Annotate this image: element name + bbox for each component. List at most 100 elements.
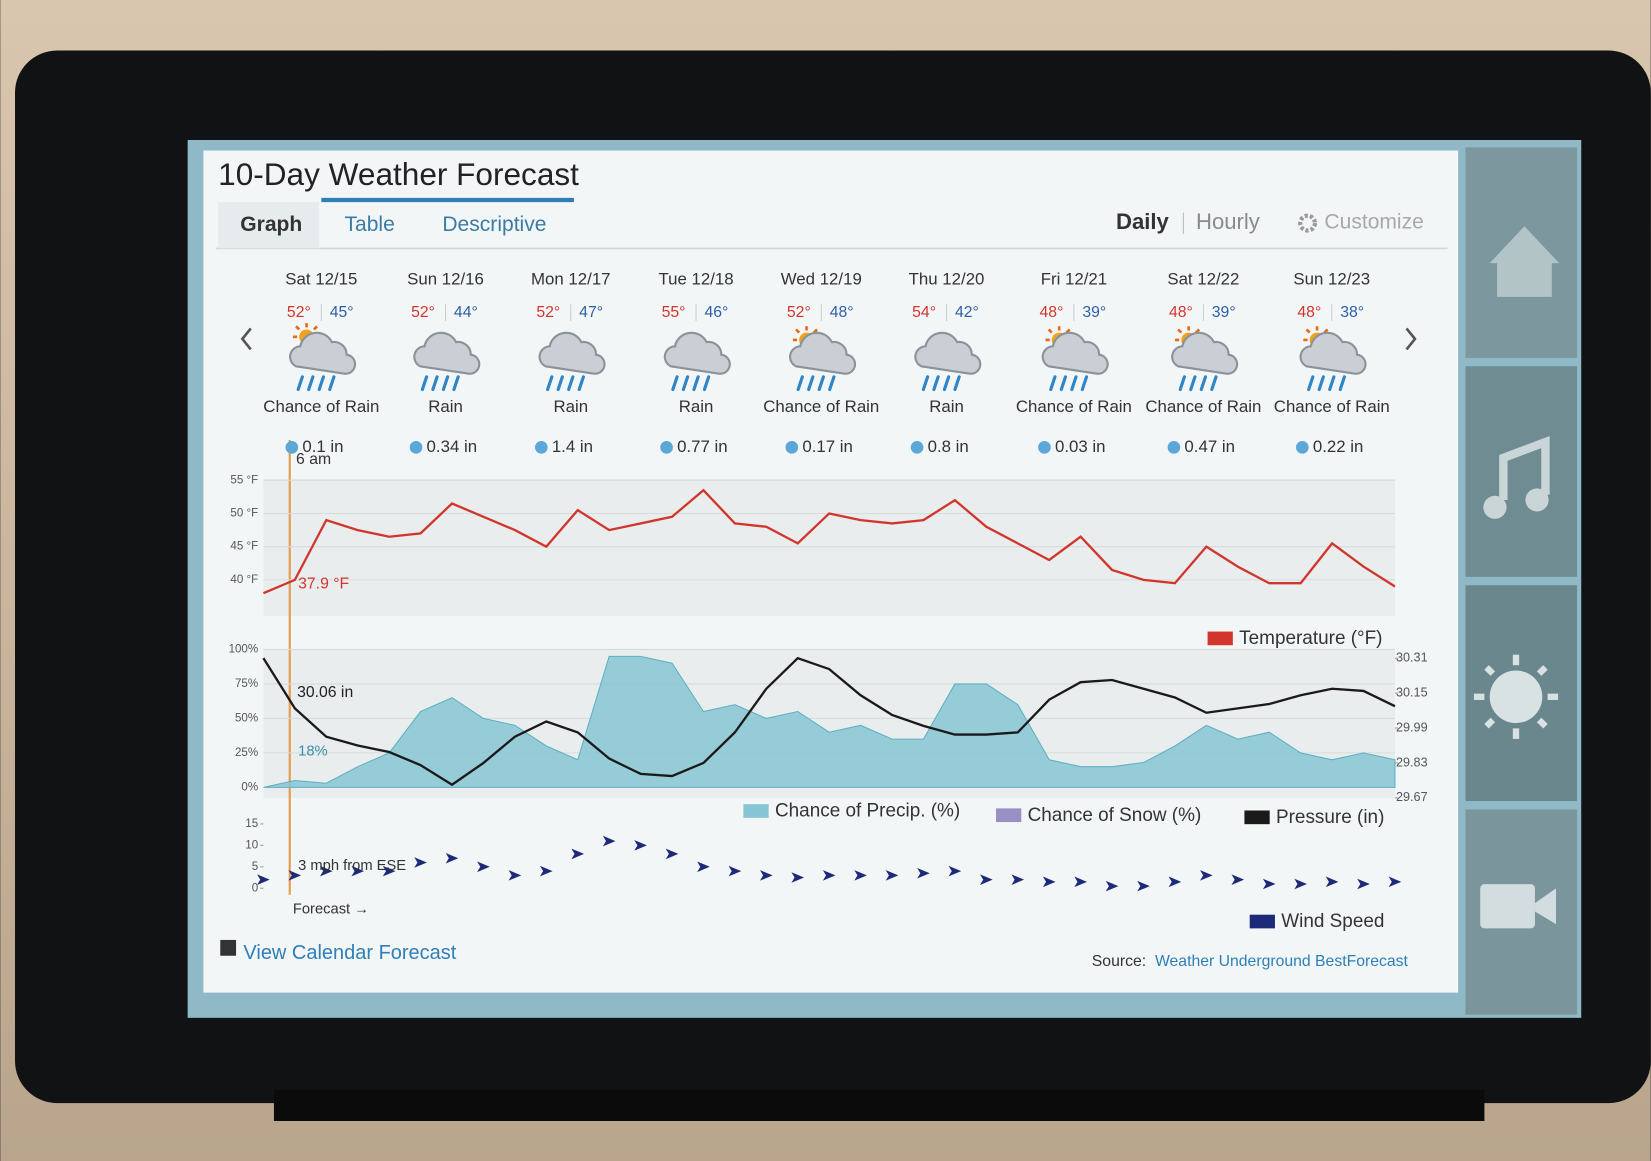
y2-tick-label: 30.31: [1396, 651, 1428, 665]
page-title: 10-Day Weather Forecast: [218, 156, 579, 192]
precip-icon: [785, 441, 799, 454]
pressure-line: [262, 656, 1396, 787]
precip-icon: [1038, 441, 1051, 454]
day-high: 54°: [912, 304, 936, 321]
home-icon: [1489, 226, 1560, 297]
y-tick-label: 55 °F: [230, 474, 258, 486]
wind-arrow: [288, 870, 302, 881]
day-precip: 0.34 in: [427, 437, 478, 456]
tab[interactable]: Graph: [240, 213, 302, 236]
wind-arrow: [1262, 878, 1276, 890]
tab[interactable]: Table: [344, 213, 394, 236]
sidebar: [1465, 147, 1578, 1015]
y-tick-label: 0%: [241, 781, 258, 793]
annotation: 18%: [298, 743, 327, 759]
wind-arrow: [571, 848, 585, 860]
day-high: 48°: [1297, 304, 1321, 321]
music-icon: [1483, 495, 1507, 519]
wind-arrow: [1200, 870, 1213, 881]
day-low: 48°: [830, 304, 854, 321]
wind-arrow: [1357, 878, 1370, 890]
wind-arrow: [1105, 880, 1119, 892]
wind-arrow: [539, 865, 553, 877]
day-date: Sun 12/23: [1293, 269, 1370, 288]
day-date: Wed 12/19: [781, 269, 862, 288]
wind-arrow: [319, 865, 333, 877]
legend-label: Chance of Precip. (%): [775, 801, 960, 822]
day-low: 38°: [1340, 304, 1364, 321]
device-stand: [273, 1089, 1485, 1122]
y-tick-label: 50%: [235, 712, 258, 724]
annotation: Forecast →: [293, 901, 369, 917]
day-high: 52°: [411, 304, 435, 321]
y-tick-label: 25%: [235, 747, 258, 759]
precip-area: [263, 655, 1396, 788]
y-tick-label: 10: [245, 839, 258, 851]
gear-icon: [1298, 213, 1318, 233]
day-precip: 1.4 in: [552, 437, 593, 456]
wind-arrow: [1231, 874, 1245, 885]
wind-arrow: [1325, 876, 1339, 888]
wind-arrow: [980, 874, 993, 885]
prev-arrow[interactable]: [240, 327, 252, 351]
precip-icon: [1296, 441, 1309, 454]
tab[interactable]: Descriptive: [442, 213, 546, 236]
day-condition: Rain: [679, 397, 714, 416]
day-condition: Rain: [428, 397, 463, 416]
day-high: 52°: [787, 304, 811, 321]
wind-arrow: [1042, 876, 1056, 888]
y2-tick-label: 29.99: [1396, 720, 1428, 734]
annotation: 3 mph from ESE: [298, 858, 406, 874]
day-date: Thu 12/20: [909, 269, 985, 288]
source-label: Source:: [1092, 953, 1146, 970]
temperature-plot: [263, 478, 1395, 616]
wind-arrow: [948, 865, 962, 877]
day-date: Tue 12/18: [658, 269, 733, 288]
music-icon: [1525, 488, 1549, 512]
day-date: Sat 12/15: [285, 269, 357, 288]
y-tick-label: 75%: [235, 678, 258, 690]
y2-tick-label: 29.67: [1396, 790, 1428, 804]
camera-icon: [1534, 888, 1556, 925]
precip-icon: [409, 441, 423, 454]
y-tick-label: 50 °F: [230, 508, 258, 520]
annotation: 30.06 in: [297, 684, 353, 701]
day-date: Mon 12/17: [531, 269, 611, 288]
legend-label: Pressure (in): [1276, 807, 1384, 828]
y-tick-label: 100%: [229, 644, 259, 656]
day-condition: Chance of Rain: [263, 397, 379, 416]
y2-tick-label: 30.15: [1396, 685, 1428, 699]
wind-arrow: [602, 835, 616, 847]
customize-button[interactable]: Customize: [1324, 211, 1423, 234]
sun-icon: [1489, 670, 1543, 724]
wind-arrow: [351, 865, 365, 877]
view-mode[interactable]: Daily: [1116, 209, 1170, 234]
legend-swatch: [1249, 914, 1275, 929]
legend-label: Wind Speed: [1281, 911, 1384, 932]
annotation: 37.9 °F: [298, 575, 349, 592]
wind-arrow: [1388, 876, 1402, 888]
wind-arrow: [822, 870, 836, 881]
source-link[interactable]: Weather Underground BestForecast: [1155, 953, 1409, 970]
day-precip: 0.77 in: [677, 437, 728, 456]
tab-active-bg: [218, 202, 320, 249]
wind-arrow: [885, 870, 899, 881]
legend-label: Temperature (°F): [1239, 628, 1382, 649]
series-line: [262, 488, 1396, 595]
wind-arrow: [697, 861, 710, 873]
wind-arrow: [854, 870, 867, 881]
precip-icon: [285, 441, 299, 454]
calendar-link[interactable]: View Calendar Forecast: [243, 942, 456, 964]
view-mode[interactable]: Hourly: [1196, 209, 1260, 234]
day-low: 45°: [330, 304, 354, 321]
day-high: 48°: [1040, 304, 1064, 321]
day-condition: Chance of Rain: [1016, 397, 1132, 416]
day-precip: 0.22 in: [1313, 437, 1364, 456]
day-date: Fri 12/21: [1041, 269, 1107, 288]
next-arrow[interactable]: [1405, 327, 1417, 351]
precip-icon: [910, 441, 924, 454]
day-high: 52°: [536, 304, 560, 321]
music-button[interactable]: [1465, 366, 1578, 577]
wind-arrow: [634, 840, 647, 851]
